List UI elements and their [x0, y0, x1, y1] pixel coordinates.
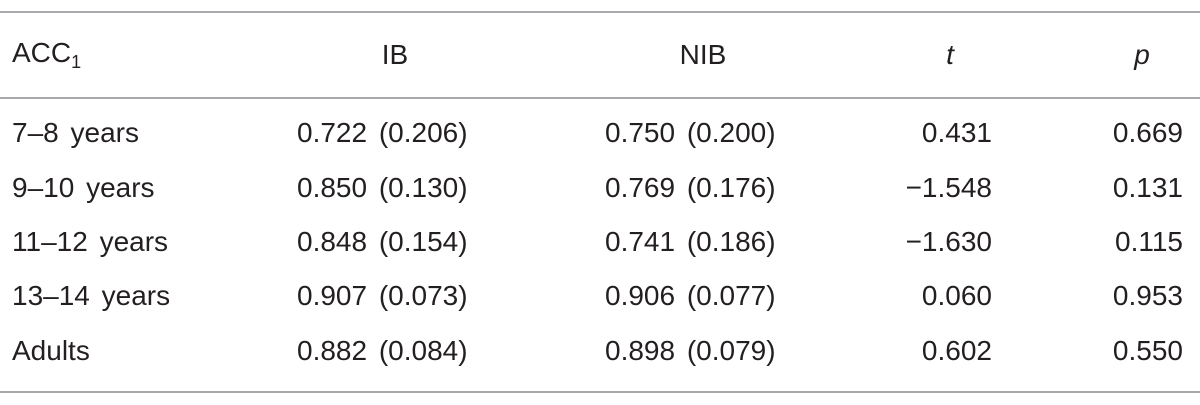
header-subscript: 1: [71, 52, 82, 72]
table-cell: 0.131: [1112, 172, 1183, 203]
row-label: 13–14 years: [12, 280, 171, 311]
table-cell: 0.850 (0.130): [297, 172, 468, 203]
table-cell: 0.669: [1112, 117, 1183, 148]
header-cell: ACC1: [12, 37, 82, 72]
row-label: Adults: [12, 335, 90, 366]
table-cell: 0.741 (0.186): [605, 226, 776, 257]
header-cell: t: [946, 39, 954, 70]
table-cell: 0.769 (0.176): [605, 172, 776, 203]
row-label: 9–10 years: [12, 172, 155, 203]
bottom-rule: [0, 391, 1200, 393]
table-cell: 0.848 (0.154): [297, 226, 468, 257]
table-cell: 0.750 (0.200): [605, 117, 776, 148]
table-cell: 0.060: [921, 280, 992, 311]
table-cell: −1.548: [905, 172, 992, 203]
header-rule: [0, 97, 1200, 99]
table-cell: 0.882 (0.084): [297, 335, 468, 366]
row-label: 11–12 years: [12, 226, 169, 257]
top-rule: [0, 11, 1200, 13]
table-cell: 0.907 (0.073): [297, 280, 468, 311]
table-cell: 0.431: [921, 117, 992, 148]
table-cell: −1.630: [905, 226, 992, 257]
row-label: 7–8 years: [12, 117, 139, 148]
table-cell: 0.550: [1112, 335, 1183, 366]
header-cell: p: [1134, 39, 1150, 70]
table-cell: 0.906 (0.077): [605, 280, 776, 311]
table-cell: 0.115: [1115, 226, 1183, 257]
table-cell: 0.953: [1112, 280, 1183, 311]
table-cell: 0.602: [921, 335, 992, 366]
table-cell: 0.722 (0.206): [297, 117, 468, 148]
table-cell: 0.898 (0.079): [605, 335, 776, 366]
header-cell: IB: [381, 39, 409, 70]
header-text: ACC: [12, 37, 72, 68]
header-cell: NIB: [679, 39, 727, 70]
